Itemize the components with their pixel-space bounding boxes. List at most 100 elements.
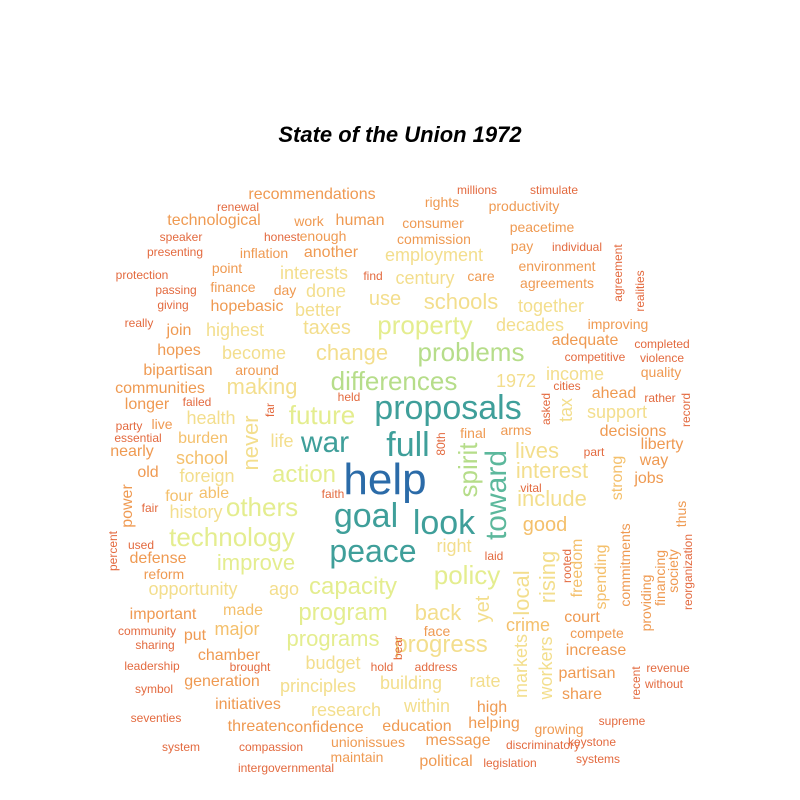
cloud-word: problems xyxy=(417,337,525,367)
cloud-word: century xyxy=(395,268,455,288)
cloud-word: percent xyxy=(106,530,120,572)
cloud-word: adequate xyxy=(551,332,619,349)
cloud-word: increase xyxy=(565,642,627,659)
cloud-word: political xyxy=(419,753,473,770)
cloud-word: become xyxy=(221,343,287,363)
cloud-word: improving xyxy=(587,316,649,332)
cloud-word: highest xyxy=(205,320,265,340)
cloud-word: supreme xyxy=(598,714,646,728)
cloud-word: burden xyxy=(178,430,228,447)
cloud-word: faith xyxy=(321,487,345,501)
cloud-word: health xyxy=(186,408,236,428)
cloud-word: future xyxy=(288,400,356,430)
cloud-word: reorganization xyxy=(681,533,695,611)
cloud-word: principles xyxy=(279,676,357,696)
cloud-word: power xyxy=(119,484,136,528)
cloud-word: defense xyxy=(129,550,187,567)
cloud-word: providing xyxy=(638,574,654,632)
cloud-word: giving xyxy=(157,298,189,312)
cloud-word: ahead xyxy=(591,385,637,402)
cloud-word: realities xyxy=(633,270,647,312)
cloud-word: threaten xyxy=(227,718,287,735)
cloud-word: commission xyxy=(397,231,471,247)
cloud-word: sharing xyxy=(135,638,175,652)
cloud-word: growing xyxy=(534,721,584,737)
cloud-word: progress xyxy=(394,631,488,658)
cloud-word: spirit xyxy=(453,442,483,498)
cloud-word: find xyxy=(363,269,383,283)
cloud-word: stimulate xyxy=(529,183,579,197)
cloud-word: peacetime xyxy=(509,219,575,235)
cloud-word: budget xyxy=(305,653,361,673)
cloud-word: school xyxy=(175,448,229,468)
cloud-word: technological xyxy=(167,212,261,229)
cloud-word: decades xyxy=(495,315,565,335)
cloud-word: generation xyxy=(184,673,260,690)
cloud-word: rather xyxy=(644,391,676,405)
cloud-word: local xyxy=(509,570,534,616)
cloud-word: building xyxy=(379,673,443,693)
cloud-word: war xyxy=(300,426,350,459)
cloud-word: recent xyxy=(629,666,643,700)
cloud-word: agreements xyxy=(520,275,594,291)
cloud-word: four xyxy=(165,488,193,505)
cloud-word: put xyxy=(183,627,207,644)
cloud-word: hopebasic xyxy=(210,298,284,315)
cloud-word: message xyxy=(425,732,491,749)
cloud-word: intergovernmental xyxy=(237,761,335,775)
cloud-word: finance xyxy=(210,279,256,295)
cloud-word: brought xyxy=(229,660,271,674)
cloud-word: without xyxy=(644,677,684,691)
cloud-word: partisan xyxy=(558,665,616,682)
cloud-word: never xyxy=(238,415,263,471)
cloud-word: keystone xyxy=(567,735,617,749)
cloud-word: history xyxy=(169,502,223,522)
cloud-word: action xyxy=(271,461,337,488)
cloud-word: enough xyxy=(299,228,347,244)
cloud-word: 1972 xyxy=(495,371,537,391)
cloud-word: inflation xyxy=(239,245,289,261)
cloud-word: within xyxy=(403,696,451,716)
cloud-word: passing xyxy=(155,283,197,297)
cloud-word: full xyxy=(386,426,430,464)
cloud-word: include xyxy=(517,486,587,511)
cloud-word: really xyxy=(124,316,154,330)
cloud-word: strong xyxy=(609,455,626,501)
cloud-word: ago xyxy=(268,579,300,599)
cloud-word: share xyxy=(561,686,603,703)
cloud-word: important xyxy=(129,606,197,623)
cloud-word: point xyxy=(211,260,243,276)
cloud-word: arms xyxy=(500,422,532,438)
cloud-word: peace xyxy=(329,533,417,569)
cloud-word: speaker xyxy=(159,230,203,244)
cloud-word: chamber xyxy=(197,647,261,664)
cloud-word: held xyxy=(337,390,361,404)
cloud-word: discriminatory xyxy=(505,738,581,752)
cloud-word: program xyxy=(298,599,388,626)
cloud-word: spending xyxy=(593,544,610,610)
cloud-word: seventies xyxy=(130,711,182,725)
cloud-word: failed xyxy=(182,395,212,409)
cloud-word: around xyxy=(235,362,279,378)
cloud-word: maintain xyxy=(330,749,384,765)
cloud-word: thus xyxy=(673,500,689,528)
cloud-word: system xyxy=(161,740,201,754)
cloud-word: competitive xyxy=(564,350,626,364)
cloud-word: workers xyxy=(536,636,556,700)
cloud-word: programs xyxy=(286,626,380,651)
cloud-word: together xyxy=(517,296,585,316)
cloud-word: help xyxy=(343,455,427,504)
cloud-word: far xyxy=(263,402,277,418)
cloud-word: look xyxy=(412,504,476,542)
cloud-word: communities xyxy=(115,380,205,397)
cloud-word: completed xyxy=(634,337,690,351)
cloud-word: tax xyxy=(556,397,576,423)
cloud-word: laid xyxy=(484,549,504,563)
cloud-word: hold xyxy=(370,660,394,674)
cloud-word: education xyxy=(382,718,452,735)
cloud-word: initiatives xyxy=(215,696,281,713)
cloud-word: fair xyxy=(141,501,159,515)
cloud-word: community xyxy=(117,624,177,638)
cloud-word: back xyxy=(414,600,462,625)
